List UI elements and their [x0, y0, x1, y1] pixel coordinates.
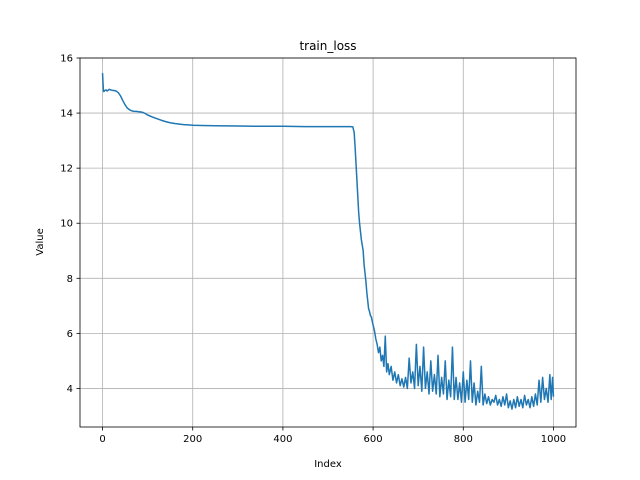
x-tick-label: 400 [273, 434, 292, 445]
y-tick-label: 12 [60, 164, 73, 175]
plot-frame [79, 57, 577, 428]
x-tick-label: 0 [99, 434, 105, 445]
y-tick-label: 4 [67, 384, 73, 395]
x-tick-label: 200 [183, 434, 202, 445]
ticks: 0 200 400 600 800 1000 4 6 8 10 12 14 16 [60, 54, 566, 446]
y-tick-label: 6 [67, 329, 73, 340]
x-axis-label: Index [314, 459, 342, 470]
chart-title: train_loss [299, 39, 356, 53]
y-axis-label: Value [35, 228, 46, 255]
series-layer [101, 73, 555, 410]
x-tick-label: 800 [454, 434, 473, 445]
y-tick-label: 8 [67, 274, 73, 285]
y-tick-label: 10 [60, 219, 73, 230]
x-tick-label: 600 [364, 434, 383, 445]
series-line [101, 73, 555, 410]
x-tick-label: 1000 [541, 434, 566, 445]
y-tick-label: 14 [60, 109, 73, 120]
y-tick-label: 16 [60, 54, 73, 65]
